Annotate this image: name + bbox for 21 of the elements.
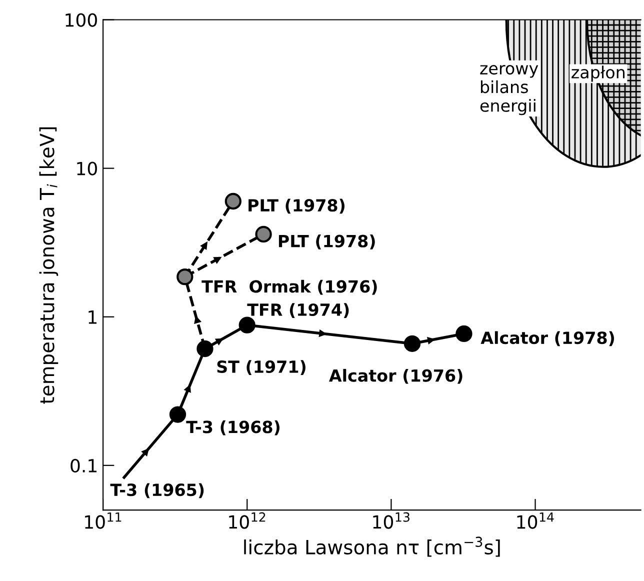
y-tick-label: 100 [66,13,97,27]
x-tick-label: 10$^{13}$ [373,512,410,529]
x-tick-label: 10$^{12}$ [229,512,266,529]
y-axis-title: temperatura jonowa T$_{i}$ [keV] [39,127,58,404]
annotation: zapłon [572,66,624,82]
annotation: T-3 (1965) [110,483,204,498]
annotation: Alcator (1978) [480,331,614,346]
annotation: zerowy bilans energii [480,65,538,116]
annotation: TFR Ormak (1976) [202,280,377,295]
annotation: Alcator (1976) [328,368,462,384]
x-tick-label: 10$^{11}$ [85,512,122,529]
y-tick-label: 0.1 [70,458,97,473]
y-tick-label: 10 [77,162,97,176]
annotation: ST (1971) [217,360,306,375]
annotation: PLT (1978) [248,198,344,214]
annotation: T-3 (1968) [186,420,280,436]
annotation: TFR (1974) [247,303,349,318]
x-axis-title: liczba Lawsona nτ [cm$^{−3}$s] [244,536,500,557]
y-tick-label: 1 [88,310,97,324]
x-tick-label: 10$^{14}$ [517,512,554,529]
annotation: PLT (1978) [278,234,375,250]
